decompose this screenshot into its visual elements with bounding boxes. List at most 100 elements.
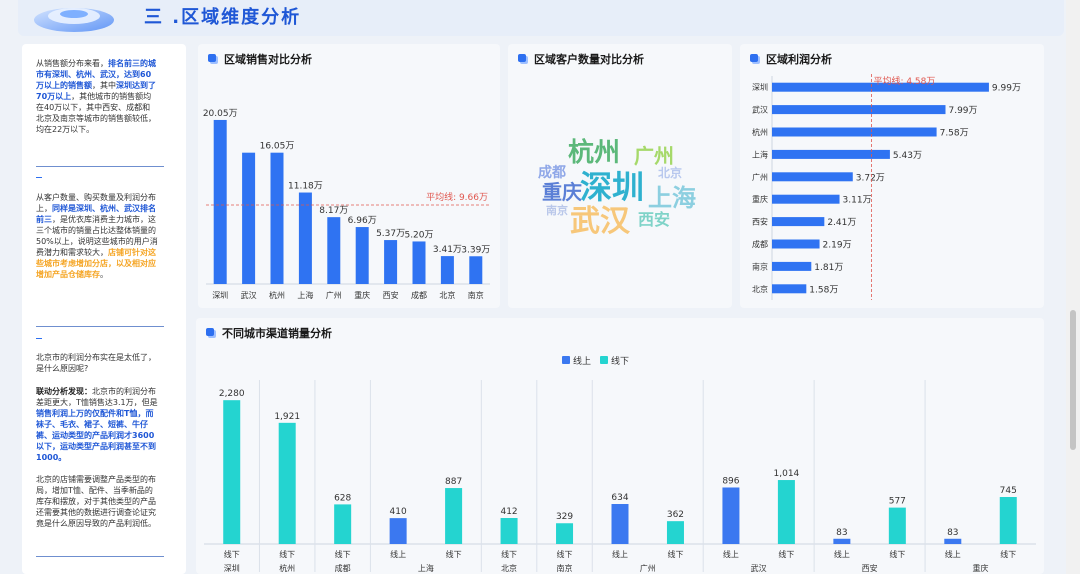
tick-label: 深圳 — [212, 290, 228, 300]
tick-label: 西安 — [752, 217, 768, 227]
tick-label: 上海 — [297, 290, 313, 300]
tick-label: 北京 — [752, 284, 768, 294]
tick-label: 杭州 — [269, 290, 285, 300]
tick-label: 线下 — [446, 549, 462, 559]
group-label: 武汉 — [751, 563, 767, 573]
text: 从销售额分布来看， — [36, 59, 108, 68]
bar — [833, 538, 851, 544]
word-cloud-word: 成都 — [538, 165, 566, 181]
data-label: 362 — [667, 510, 684, 520]
beijing-question: 北京市的利润分布实在是太低了，是什么原因呢? — [36, 353, 156, 373]
tick-label: 广州 — [326, 290, 342, 300]
panel-title-text: 不同城市渠道销量分析 — [222, 327, 332, 340]
divider-dash — [36, 177, 42, 178]
data-label: 628 — [334, 493, 351, 503]
panel-title: 区域客户数量对比分析 — [518, 51, 644, 67]
data-label: 83 — [947, 528, 958, 538]
data-label: 5.43万 — [893, 151, 922, 161]
group-label: 西安 — [862, 563, 878, 573]
data-label: 1,921 — [274, 412, 300, 422]
bar — [384, 240, 398, 284]
bar — [556, 523, 574, 544]
bar — [772, 217, 825, 227]
divider — [36, 326, 164, 327]
data-label: 3.72万 — [856, 173, 885, 183]
data-label: 329 — [556, 512, 573, 522]
text: ，其中 — [92, 81, 116, 90]
data-label: 6.96万 — [348, 216, 377, 226]
bar — [944, 538, 962, 544]
data-label: 896 — [722, 476, 739, 486]
highlight: 排名前三的城市有深圳、杭州、武汉，达到60万以上的销售额 — [36, 59, 156, 90]
bar — [242, 152, 256, 284]
legend-label: 线上 — [573, 355, 591, 367]
data-label: 5.20万 — [404, 230, 433, 240]
tick-label: 广州 — [752, 172, 768, 182]
data-label: 11.18万 — [288, 182, 323, 192]
data-label: 5.37万 — [376, 229, 405, 239]
tick-label: 线上 — [612, 549, 628, 559]
data-label: 7.58万 — [940, 129, 969, 139]
data-label: 1,014 — [774, 469, 800, 479]
word-cloud-word: 重庆 — [542, 180, 582, 204]
bar — [270, 152, 284, 284]
word-cloud-word: 上海 — [648, 184, 696, 212]
average-label: 平均线: 9.66万 — [426, 191, 488, 203]
panel-title-text: 区域客户数量对比分析 — [534, 53, 644, 66]
analysis-sidebar: 从销售额分布来看，排名前三的城市有深圳、杭州、武汉，达到60万以上的销售额，其中… — [22, 44, 186, 574]
tick-label: 上海 — [752, 149, 768, 159]
word-cloud-word: 北京 — [658, 166, 683, 180]
sales-summary: 从销售额分布来看，排名前三的城市有深圳、杭州、武汉，达到60万以上的销售额，其中… — [36, 58, 158, 135]
word-cloud-word: 杭州 — [568, 138, 621, 168]
highlight: 同样是深圳、杭州、武汉排名前三 — [36, 204, 156, 224]
bar — [722, 487, 740, 544]
bar — [772, 105, 946, 115]
bar — [445, 488, 463, 544]
data-label: 410 — [390, 507, 407, 517]
logo-icon — [34, 8, 114, 32]
bar — [611, 504, 629, 544]
data-label: 3.11万 — [843, 196, 872, 206]
tick-label: 线上 — [834, 549, 850, 559]
bar — [772, 127, 937, 137]
bar — [772, 239, 820, 249]
tick-label: 线上 — [945, 549, 961, 559]
bar — [777, 480, 795, 544]
scrollbar-thumb[interactable] — [1070, 310, 1076, 450]
bar — [772, 284, 807, 294]
text: 。 — [100, 270, 108, 279]
bar — [298, 192, 312, 284]
tick-label: 南京 — [752, 261, 768, 271]
tick-label: 深圳 — [752, 82, 768, 92]
customer-word-cloud: 深圳 武汉 杭州 重庆 上海 广州 成都 西安 北京 南京 — [508, 44, 732, 308]
beijing-suggestion: 北京的店铺需要调整产品类型的布局，增加T恤、配件、当季新品的库存和摆放，对于其他… — [36, 475, 156, 528]
data-label: 3.41万 — [433, 245, 462, 255]
group-label: 深圳 — [224, 563, 240, 573]
data-label: 1.58万 — [809, 285, 838, 295]
scrollbar[interactable] — [1066, 0, 1080, 574]
tick-label: 线下 — [224, 549, 240, 559]
tick-label: 线上 — [723, 549, 739, 559]
data-label: 634 — [611, 493, 628, 503]
divider-dash — [36, 338, 42, 339]
square-icon — [750, 54, 758, 62]
square-icon — [208, 54, 216, 62]
tick-label: 线下 — [501, 549, 517, 559]
text: 从客户数量、购买数量及利润分布上， — [36, 193, 156, 213]
tick-label: 成都 — [411, 290, 427, 300]
word-cloud-word: 深圳 — [580, 168, 645, 206]
data-label: 2,280 — [219, 389, 245, 399]
data-label: 745 — [1000, 486, 1017, 496]
bar — [389, 518, 407, 544]
channel-panel: 不同城市渠道销量分析 线上 线下 2,280 线下 深圳 1,921 线下 杭州 628 线下 成都… — [196, 318, 1044, 574]
bar — [772, 194, 840, 204]
channel-bar-chart: 线上 线下2,280线下深圳1,921线下杭州628线下成都410线上887线下上… — [204, 355, 1036, 573]
tick-label: 杭州 — [752, 127, 768, 137]
panel-title-text: 区域利润分析 — [766, 53, 832, 66]
word-cloud-word: 南京 — [546, 204, 568, 217]
data-label: 412 — [500, 507, 517, 517]
group-label: 成都 — [335, 563, 351, 573]
bar — [213, 119, 227, 284]
bar — [469, 256, 483, 284]
